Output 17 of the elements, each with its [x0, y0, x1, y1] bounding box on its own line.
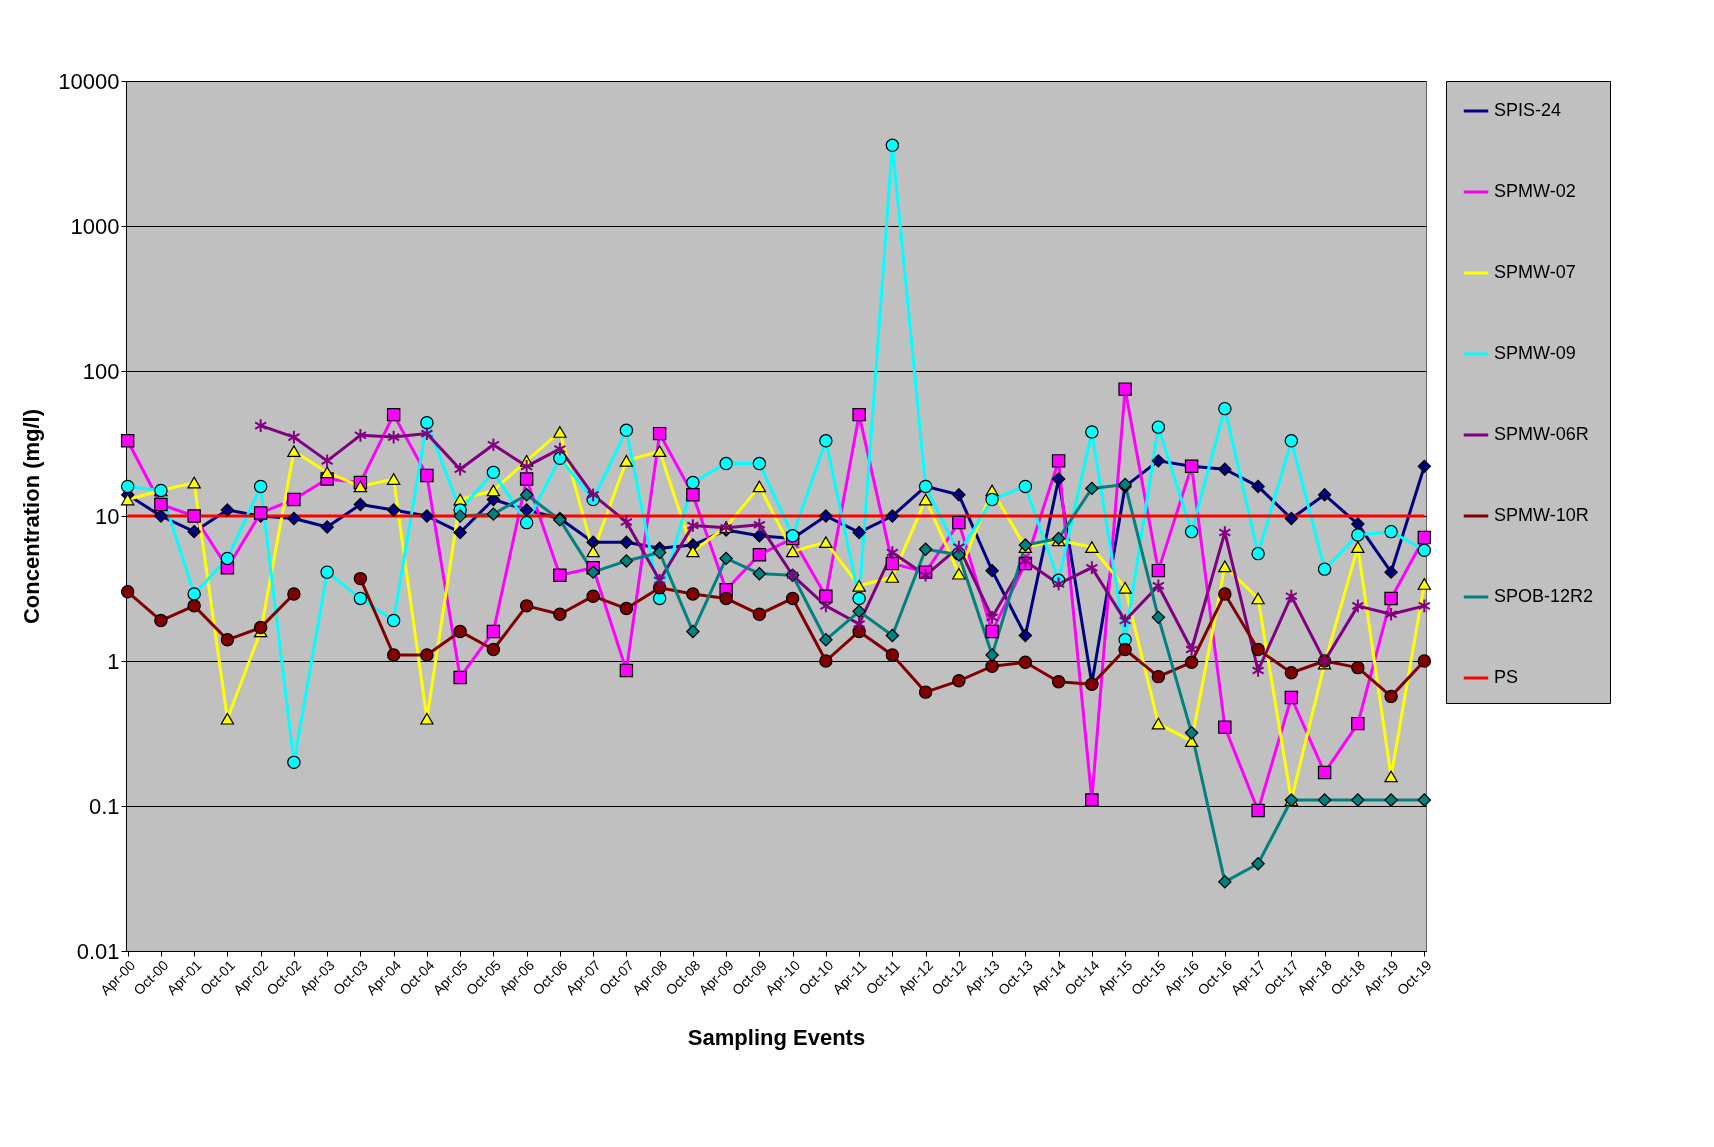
legend-label: SPMW-06R — [1494, 424, 1589, 444]
y-tick-label: 1 — [107, 648, 120, 674]
y-tick-label: 100 — [82, 358, 120, 384]
y-tick-label: 0.01 — [76, 938, 120, 964]
y-axis-title: Concentration (mg/l) — [19, 408, 45, 625]
y-tick-label: 10000 — [58, 68, 120, 94]
legend-label: SPMW-02 — [1494, 181, 1576, 201]
legend-label: SPIS-24 — [1494, 100, 1562, 120]
legend-label: SPMW-07 — [1494, 262, 1576, 282]
legend-label: SPMW-10R — [1494, 505, 1589, 525]
legend-label: SPMW-09 — [1494, 343, 1576, 363]
legend-label: PS — [1494, 667, 1519, 687]
legend-label: SPOB-12R2 — [1494, 586, 1594, 606]
y-tick-label: 1000 — [70, 213, 120, 239]
y-tick-label: 10 — [95, 503, 120, 529]
x-axis-title: Sampling Events — [687, 1025, 866, 1051]
y-tick-label: 0.1 — [88, 793, 120, 819]
